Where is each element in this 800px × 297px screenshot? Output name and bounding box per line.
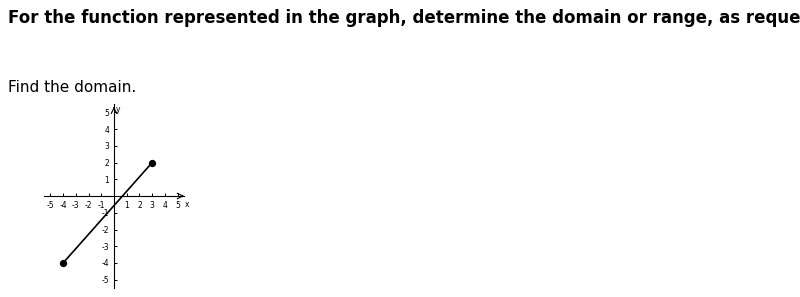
Text: x: x [185,200,189,209]
Text: y: y [115,105,120,114]
Point [57,260,70,265]
Text: For the function represented in the graph, determine the domain or range, as req: For the function represented in the grap… [8,9,800,27]
Text: Find the domain.: Find the domain. [8,80,136,95]
Point [146,160,158,165]
